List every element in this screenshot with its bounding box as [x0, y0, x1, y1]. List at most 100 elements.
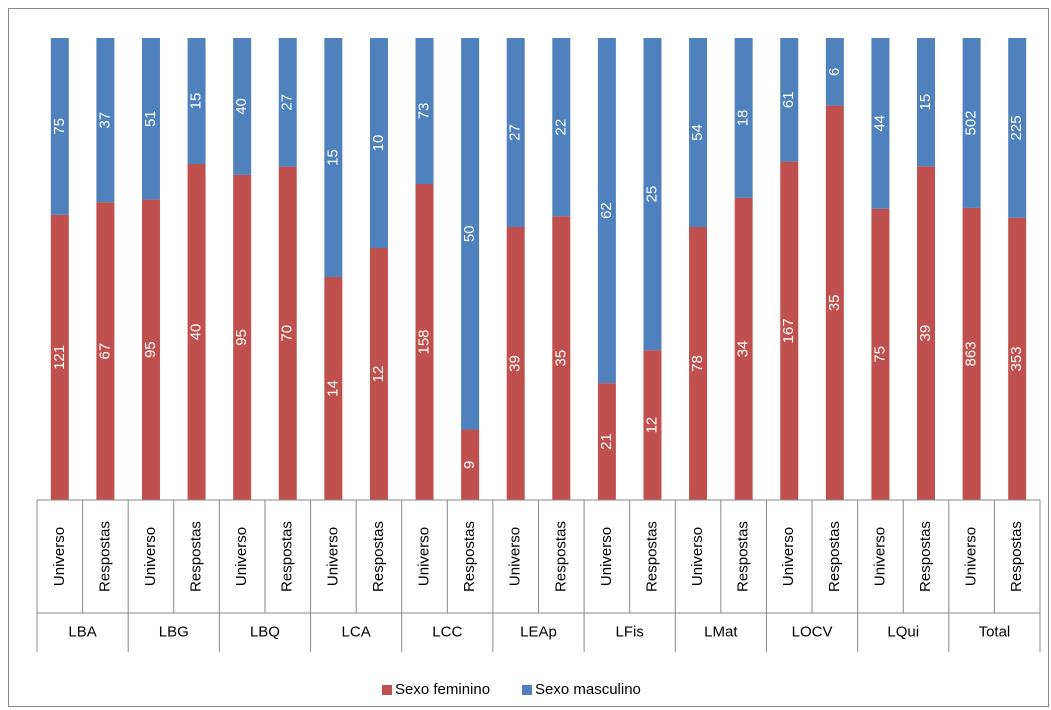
bar-segment: [780, 161, 799, 500]
bar-segment: [734, 38, 753, 198]
x-tick-label: Universo: [780, 527, 797, 586]
data-label: 35: [552, 350, 569, 367]
x-tick-label: Respostas: [279, 521, 296, 592]
data-label: 78: [689, 355, 706, 372]
bar-segment: [962, 207, 981, 500]
group-label: LOCV: [792, 623, 833, 640]
group-label: LCC: [432, 623, 462, 640]
bar-segment: [278, 38, 297, 167]
data-label: 75: [51, 118, 68, 135]
x-tick-label: Respostas: [917, 521, 934, 592]
x-tick-label: Universo: [51, 527, 68, 586]
bar-segment: [597, 38, 616, 384]
bar-segment: [962, 38, 981, 208]
data-label: 22: [552, 119, 569, 136]
bar-segment: [187, 164, 206, 500]
x-tick-label: Universo: [142, 527, 159, 586]
group-label: LBG: [159, 623, 189, 640]
data-label: 95: [233, 329, 250, 346]
data-label: 70: [279, 325, 296, 342]
data-label: 21: [598, 433, 615, 450]
bar-segment: [917, 38, 936, 167]
data-label: 15: [324, 149, 341, 166]
bar-segment: [1008, 217, 1027, 500]
data-label: 14: [324, 380, 341, 397]
bar-segment: [506, 227, 525, 500]
data-label: 27: [279, 94, 296, 111]
x-tick-label: Respostas: [188, 521, 205, 592]
data-label: 54: [689, 124, 706, 141]
x-tick-label: Universo: [598, 527, 615, 586]
data-label: 51: [142, 110, 159, 127]
bar-segment: [50, 214, 69, 501]
group-label: LFis: [616, 623, 644, 640]
group-label: LQui: [887, 623, 919, 640]
bar-segment: [871, 38, 890, 209]
bar-segment: [734, 197, 753, 500]
x-tick-label: Universo: [507, 527, 524, 586]
bar-segment: [871, 208, 890, 500]
data-label: 50: [461, 225, 478, 242]
data-label: 158: [415, 329, 432, 354]
x-tick-label: Universo: [871, 527, 888, 586]
group-label: LMat: [704, 623, 738, 640]
bar-segment: [825, 38, 844, 106]
x-tick-label: Respostas: [552, 521, 569, 592]
data-label: 225: [1008, 115, 1025, 140]
data-label: 40: [188, 324, 205, 341]
legend-label: Sexo feminino: [395, 681, 490, 698]
bar-segment: [689, 38, 708, 227]
data-label: 95: [142, 341, 159, 358]
bar-segment: [917, 166, 936, 501]
bar-segment: [187, 38, 206, 164]
data-label: 39: [917, 325, 934, 342]
data-label: 863: [963, 341, 980, 366]
bar-segment: [552, 216, 571, 500]
bar-segment: [552, 38, 571, 217]
x-tick-label: Universo: [963, 527, 980, 586]
data-label: 121: [51, 345, 68, 370]
bar-segment: [324, 276, 343, 500]
bar-segment: [96, 38, 115, 203]
bar-segment: [233, 38, 252, 175]
bar-segment: [461, 429, 480, 500]
bar-segment: [506, 38, 525, 227]
data-label: 62: [598, 202, 615, 219]
data-label: 6: [826, 68, 843, 76]
bar-segment: [96, 202, 115, 500]
data-label: 9: [461, 461, 478, 469]
x-tick-label: Respostas: [735, 521, 752, 592]
x-tick-label: Respostas: [461, 521, 478, 592]
legend-swatch: [382, 685, 392, 695]
bar-segment: [50, 38, 69, 215]
bar-segment: [689, 227, 708, 500]
group-label: Total: [979, 623, 1011, 640]
data-label: 15: [917, 94, 934, 111]
data-label: 39: [507, 355, 524, 372]
data-label: 27: [507, 124, 524, 141]
data-label: 75: [871, 346, 888, 363]
data-label: 44: [871, 115, 888, 132]
bar-segment: [780, 38, 799, 162]
data-label: 10: [370, 135, 387, 152]
data-label: 73: [415, 103, 432, 120]
data-label: 25: [643, 186, 660, 203]
group-label: LBA: [68, 623, 96, 640]
x-tick-label: Respostas: [1008, 521, 1025, 592]
x-tick-label: Respostas: [96, 521, 113, 592]
data-label: 67: [96, 343, 113, 360]
data-label: 61: [780, 91, 797, 108]
bar-segment: [415, 184, 434, 500]
bar-segment: [415, 38, 434, 184]
legend-swatch: [522, 685, 532, 695]
bar-segment: [643, 350, 662, 500]
data-label: 40: [233, 98, 250, 115]
data-label: 12: [643, 417, 660, 434]
bar-segment: [597, 383, 616, 500]
data-label: 12: [370, 366, 387, 383]
bar-segment: [1008, 38, 1027, 218]
x-tick-label: Respostas: [826, 521, 843, 592]
bar-segment: [643, 38, 662, 351]
data-label: 34: [735, 341, 752, 358]
